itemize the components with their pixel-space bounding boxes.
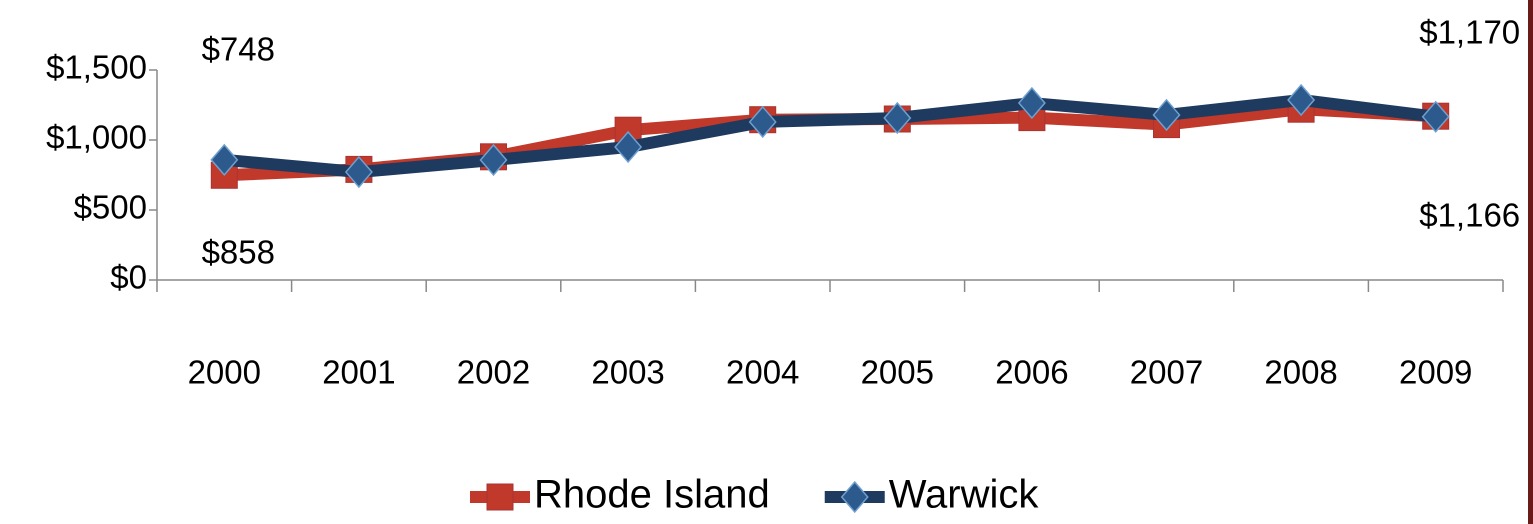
- marker: [1152, 98, 1181, 132]
- x-tick-label: 2001: [322, 354, 395, 391]
- legend-marker: [486, 483, 514, 511]
- marker: [479, 143, 508, 177]
- x-tick-label: 2003: [591, 354, 664, 391]
- x-tick-label: 2008: [1264, 354, 1337, 391]
- y-tick-label: $1,500: [46, 49, 147, 86]
- marker: [883, 101, 912, 135]
- data-label: $748: [202, 31, 275, 68]
- legend-label: Warwick: [889, 473, 1040, 517]
- marker: [614, 130, 643, 164]
- data-label: $858: [202, 234, 275, 271]
- marker: [210, 143, 239, 177]
- x-tick-label: 2000: [188, 354, 261, 391]
- series-line: [223, 93, 1437, 179]
- edge-bar: [1528, 0, 1533, 524]
- x-tick-label: 2009: [1399, 354, 1472, 391]
- marker: [1287, 83, 1316, 117]
- legend-label: Rhode Island: [534, 473, 770, 517]
- marker: [1017, 86, 1046, 120]
- marker: [344, 155, 373, 189]
- x-tick-label: 2002: [457, 354, 530, 391]
- legend-marker: [840, 480, 869, 514]
- y-tick-label: $500: [74, 189, 147, 226]
- x-tick-label: 2007: [1130, 354, 1203, 391]
- data-label: $1,166: [1419, 197, 1520, 234]
- y-tick-label: $0: [110, 259, 147, 296]
- x-tick-label: 2006: [995, 354, 1068, 391]
- x-tick-label: 2005: [861, 354, 934, 391]
- marker: [1421, 100, 1450, 133]
- x-tick-label: 2004: [726, 354, 799, 391]
- marker: [748, 105, 777, 139]
- data-label: $1,170: [1419, 14, 1520, 51]
- y-tick-label: $1,000: [46, 119, 147, 156]
